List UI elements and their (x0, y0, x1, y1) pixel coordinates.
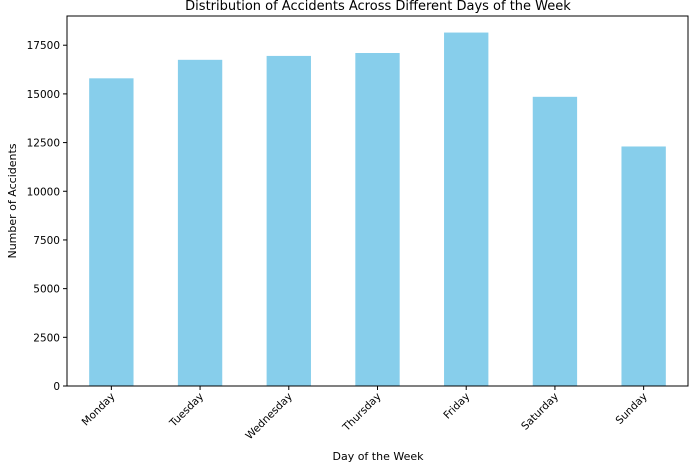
bar-thursday (355, 53, 400, 386)
y-tick-label: 15000 (27, 89, 60, 101)
y-tick-label: 17500 (27, 40, 60, 52)
bar-sunday (621, 146, 666, 386)
x-tick-label: Friday (441, 391, 472, 422)
bar-tuesday (177, 59, 223, 386)
y-tick-label: 12500 (27, 138, 60, 150)
x-tick-label: Tuesday (167, 391, 206, 430)
x-tick-label: Saturday (519, 391, 561, 433)
y-tick-label: 2500 (33, 332, 60, 344)
bar-saturday (532, 96, 578, 386)
x-axis: Monday Tuesday Wednesday Thursday Friday Satu… (80, 386, 650, 442)
x-tick-label: Monday (80, 391, 118, 429)
bar-friday (444, 32, 489, 386)
x-axis-label: Day of the Week (332, 450, 424, 463)
y-tick-label: 7500 (33, 235, 60, 247)
x-tick-label: Wednesday (243, 391, 294, 442)
x-tick-label: Sunday (613, 391, 649, 427)
bar-monday (89, 78, 134, 386)
y-axis-label: Number of Accidents (6, 143, 19, 258)
bar-wednesday (266, 55, 311, 386)
plot-frame (66, 15, 689, 387)
y-axis: 0 2500 5000 7500 10000 12500 15000 17500 (27, 40, 67, 393)
y-tick-label: 5000 (33, 284, 60, 296)
bars-group (89, 32, 666, 386)
y-tick-label: 10000 (27, 186, 60, 198)
y-tick-label: 0 (53, 381, 60, 393)
x-tick-label: Thursday (340, 391, 384, 435)
chart-title: Distribution of Accidents Across Differe… (185, 0, 571, 14)
